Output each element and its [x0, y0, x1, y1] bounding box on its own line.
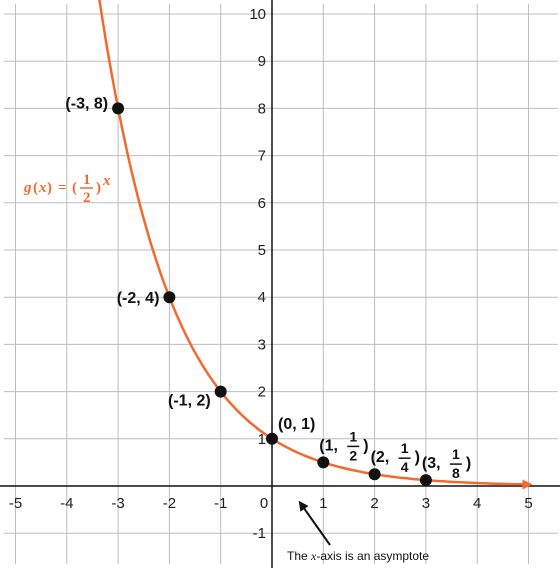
- point-label-suffix: ): [363, 437, 368, 454]
- y-tick-label: 5: [258, 242, 266, 259]
- point-label: (1, 1 2): [319, 428, 368, 463]
- function-equals: =: [58, 180, 67, 196]
- point-labels: (-3, 8)(-2, 4)(-1, 2)(0, 1)(1,12)(2,14)(…: [65, 95, 471, 481]
- y-tick-label: 6: [258, 195, 266, 212]
- y-tick-label: 2: [258, 384, 266, 401]
- grid: [4, 4, 558, 564]
- x-tick-label: -2: [163, 495, 176, 512]
- point-label-prefix: (2,: [371, 449, 390, 466]
- function-name: g: [23, 180, 32, 196]
- data-point: [214, 385, 227, 398]
- function-paren: (: [72, 180, 77, 196]
- point-label: (2, 1 4): [371, 440, 420, 475]
- data-point: [163, 291, 176, 304]
- function-base-denominator: 2: [83, 190, 91, 206]
- data-point: [266, 432, 278, 445]
- y-tick-label: 8: [258, 100, 266, 117]
- point-label-suffix: ): [415, 449, 420, 466]
- data-point: [112, 102, 125, 115]
- point-label: (-3, 8): [65, 95, 108, 112]
- x-tick-label: 3: [422, 495, 430, 512]
- x-tick-label: 1: [319, 495, 327, 512]
- x-tick-label: 0: [260, 495, 268, 512]
- fraction-numerator: 1: [452, 446, 460, 462]
- points-group: [112, 102, 432, 487]
- x-tick-label: 4: [473, 495, 481, 512]
- point-label-prefix: (3,: [422, 455, 441, 472]
- fraction-numerator: 1: [401, 440, 409, 456]
- point-label: (-1, 2): [168, 393, 211, 410]
- y-tick-label: 4: [258, 289, 266, 306]
- fraction-denominator: 4: [401, 459, 409, 475]
- point-label: (0, 1): [278, 416, 315, 433]
- y-tick-label: 7: [258, 148, 266, 165]
- x-tick-label: -3: [111, 495, 124, 512]
- x-tick-label: -4: [60, 495, 73, 512]
- point-label-suffix: ): [466, 455, 471, 472]
- function-curve: [86, 0, 533, 490]
- data-point: [368, 468, 381, 481]
- function-base-numerator: 1: [83, 172, 91, 188]
- data-point: [419, 474, 432, 487]
- annotation-arrow: [298, 500, 331, 546]
- x-tick-label: -5: [9, 495, 22, 512]
- fraction-denominator: 2: [349, 447, 357, 463]
- y-tick-label: 3: [258, 336, 266, 353]
- data-point: [317, 456, 330, 469]
- function-paren: ): [96, 180, 101, 196]
- fraction-denominator: 8: [452, 465, 460, 481]
- function-paren: ): [47, 180, 52, 196]
- point-label: (3, 1 8): [422, 446, 471, 481]
- function-exponent: x: [102, 173, 111, 189]
- x-tick-label: -1: [214, 495, 227, 512]
- function-var: x: [38, 180, 47, 196]
- annotation-text: The x-axis is an asymptote: [287, 549, 429, 563]
- fraction-numerator: 1: [349, 428, 357, 444]
- function-paren: (: [33, 180, 38, 196]
- curve-group: [86, 0, 533, 490]
- point-label: (-2, 4): [117, 290, 160, 307]
- x-tick-label: 2: [370, 495, 378, 512]
- point-label-prefix: (1,: [319, 437, 338, 454]
- y-tick-label: 9: [258, 53, 266, 70]
- y-tick-label: 10: [249, 6, 266, 23]
- x-tick-label: 5: [524, 495, 532, 512]
- asymptote-annotation: The x-axis is an asymptote: [287, 500, 429, 563]
- y-tick-label: -1: [253, 525, 266, 542]
